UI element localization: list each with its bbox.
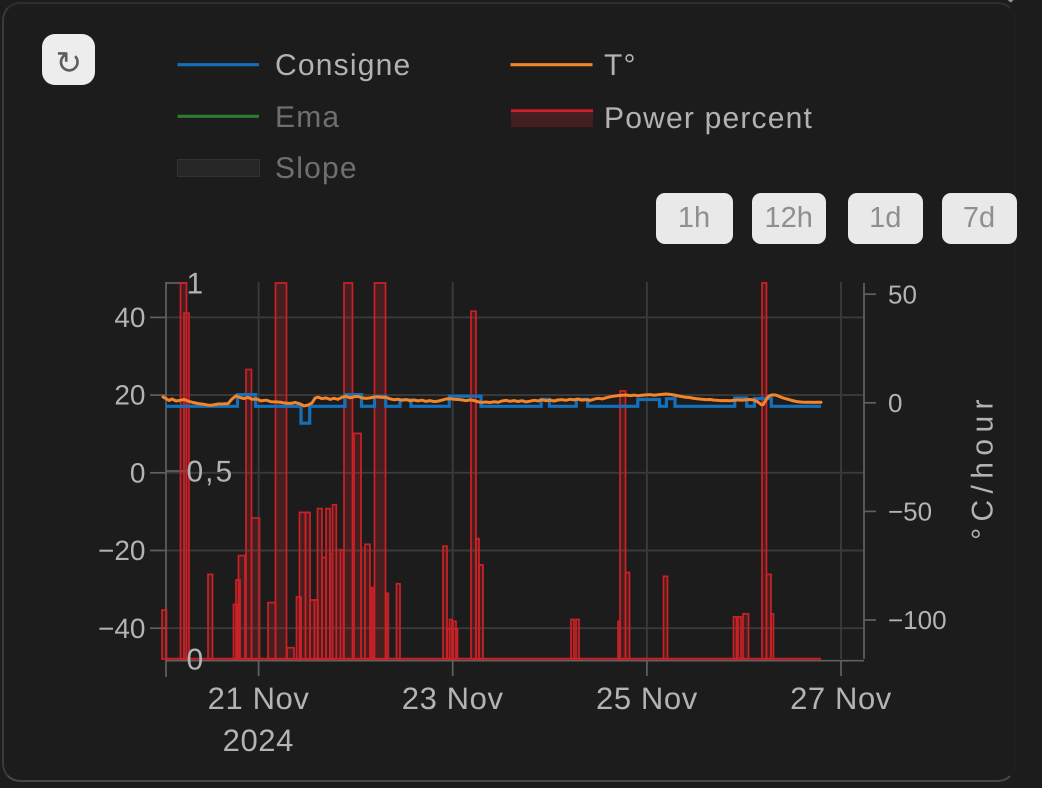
svg-text:0: 0 bbox=[888, 388, 902, 418]
svg-text:0: 0 bbox=[130, 457, 146, 488]
svg-text:21 Nov: 21 Nov bbox=[208, 681, 310, 716]
svg-text:25 Nov: 25 Nov bbox=[596, 681, 698, 716]
svg-text:27 Nov: 27 Nov bbox=[790, 681, 892, 716]
svg-text:0: 0 bbox=[187, 643, 206, 676]
svg-text:−20: −20 bbox=[98, 535, 146, 566]
svg-text:−50: −50 bbox=[888, 497, 932, 527]
svg-text:−100: −100 bbox=[888, 605, 947, 635]
svg-text:°C/hour: °C/hour bbox=[966, 393, 999, 540]
svg-text:50: 50 bbox=[888, 279, 917, 309]
svg-text:0,5: 0,5 bbox=[187, 455, 235, 488]
svg-text:23 Nov: 23 Nov bbox=[402, 681, 504, 716]
svg-text:1: 1 bbox=[187, 267, 206, 300]
svg-text:2024: 2024 bbox=[223, 723, 294, 758]
svg-text:−40: −40 bbox=[98, 613, 146, 644]
svg-text:20: 20 bbox=[114, 380, 145, 411]
svg-text:40: 40 bbox=[114, 302, 145, 333]
